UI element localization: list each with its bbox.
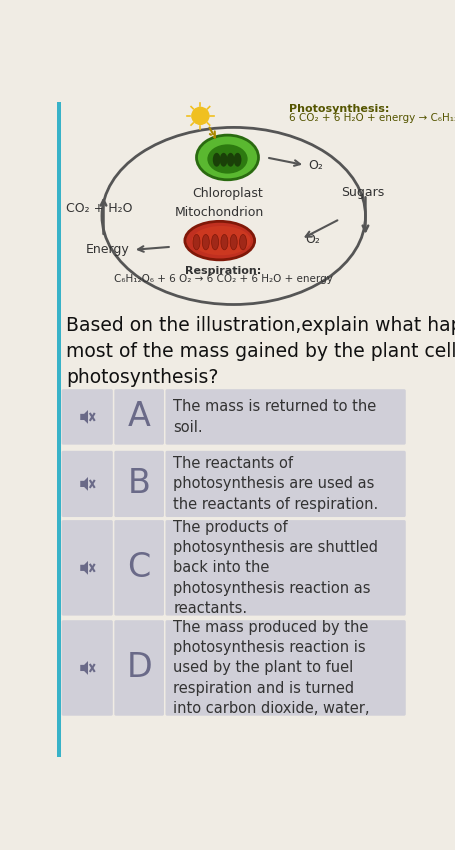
- FancyBboxPatch shape: [61, 620, 112, 716]
- FancyBboxPatch shape: [61, 520, 112, 615]
- Text: Respiration:: Respiration:: [185, 266, 261, 276]
- Text: Mitochondrion: Mitochondrion: [175, 206, 264, 218]
- Polygon shape: [80, 410, 88, 424]
- Text: O₂: O₂: [308, 159, 322, 172]
- Text: A: A: [127, 400, 150, 434]
- Polygon shape: [80, 477, 88, 490]
- Ellipse shape: [207, 144, 247, 173]
- Text: B: B: [127, 468, 150, 501]
- Ellipse shape: [239, 235, 246, 250]
- Ellipse shape: [196, 135, 258, 179]
- Ellipse shape: [192, 235, 200, 250]
- Ellipse shape: [202, 235, 209, 250]
- Text: Chloroplast: Chloroplast: [192, 187, 262, 200]
- FancyBboxPatch shape: [114, 620, 164, 716]
- FancyBboxPatch shape: [114, 520, 164, 615]
- Polygon shape: [80, 661, 88, 675]
- Text: CO₂ + H₂O: CO₂ + H₂O: [66, 201, 132, 215]
- Bar: [57, 102, 61, 756]
- Ellipse shape: [192, 226, 250, 255]
- Ellipse shape: [230, 235, 237, 250]
- Text: The reactants of
photosynthesis are used as
the reactants of respiration.: The reactants of photosynthesis are used…: [173, 456, 378, 512]
- Circle shape: [192, 107, 208, 124]
- FancyBboxPatch shape: [114, 389, 164, 445]
- Text: The mass produced by the
photosynthesis reaction is
used by the plant to fuel
re: The mass produced by the photosynthesis …: [173, 620, 369, 717]
- Text: Based on the illustration,explain what happens to
most of the mass gained by the: Based on the illustration,explain what h…: [66, 316, 455, 387]
- FancyBboxPatch shape: [61, 450, 112, 517]
- Text: C: C: [127, 552, 151, 584]
- Ellipse shape: [212, 153, 220, 167]
- Ellipse shape: [184, 221, 254, 260]
- Text: C₆H₁₂O₆ + 6 O₂ → 6 CO₂ + 6 H₂O + energy: C₆H₁₂O₆ + 6 O₂ → 6 CO₂ + 6 H₂O + energy: [114, 275, 332, 285]
- Ellipse shape: [233, 153, 241, 167]
- Text: O₂: O₂: [304, 233, 319, 246]
- Text: Photosynthesis:: Photosynthesis:: [289, 105, 389, 114]
- FancyBboxPatch shape: [165, 620, 405, 716]
- Ellipse shape: [211, 235, 218, 250]
- FancyBboxPatch shape: [114, 450, 164, 517]
- Polygon shape: [80, 561, 88, 575]
- Text: The mass is returned to the
soil.: The mass is returned to the soil.: [173, 400, 376, 434]
- Text: Sugars: Sugars: [341, 186, 384, 200]
- FancyBboxPatch shape: [165, 389, 405, 445]
- Text: The products of
photosynthesis are shuttled
back into the
photosynthesis reactio: The products of photosynthesis are shutt…: [173, 519, 377, 616]
- Text: Energy: Energy: [86, 243, 130, 257]
- FancyBboxPatch shape: [61, 389, 112, 445]
- Text: D: D: [126, 651, 152, 684]
- Ellipse shape: [220, 235, 228, 250]
- Ellipse shape: [219, 153, 227, 167]
- Ellipse shape: [226, 153, 234, 167]
- FancyBboxPatch shape: [165, 520, 405, 615]
- FancyBboxPatch shape: [165, 450, 405, 517]
- Text: 6 CO₂ + 6 H₂O + energy → C₆H₁₂O₆ + 6 O₂: 6 CO₂ + 6 H₂O + energy → C₆H₁₂O₆ + 6 O₂: [289, 113, 455, 122]
